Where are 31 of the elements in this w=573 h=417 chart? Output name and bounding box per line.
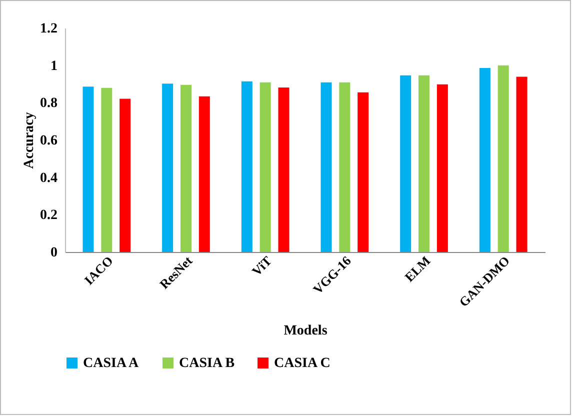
x-tick-label: ViT xyxy=(248,252,275,279)
bar xyxy=(120,98,131,252)
y-axis-title: Accuracy xyxy=(22,112,37,169)
y-tick-label: 0.6 xyxy=(40,134,58,148)
bar xyxy=(180,84,192,252)
bar xyxy=(101,88,112,252)
bar xyxy=(400,75,412,252)
bar xyxy=(418,75,430,252)
y-tick-label: 0.2 xyxy=(40,208,58,224)
bar xyxy=(479,68,490,252)
bar xyxy=(320,82,332,252)
bar xyxy=(241,81,252,252)
legend-label: CASIA C xyxy=(274,356,330,371)
y-tick-label: 1 xyxy=(50,58,58,74)
bar xyxy=(82,86,94,252)
bar xyxy=(516,76,528,252)
bar xyxy=(358,92,369,252)
bar xyxy=(339,82,350,252)
y-tick-label: 0.4 xyxy=(40,170,58,186)
legend-label: CASIA A xyxy=(83,356,140,371)
bar xyxy=(260,82,271,252)
bar xyxy=(278,88,290,252)
legend-label: CASIA B xyxy=(179,356,235,371)
bar xyxy=(198,96,210,252)
bar xyxy=(498,65,509,252)
y-tick-label: 0.8 xyxy=(40,96,58,112)
bar xyxy=(162,84,174,252)
bar xyxy=(436,84,448,252)
x-axis-title: Models xyxy=(284,324,328,339)
y-tick-label: 1.2 xyxy=(40,22,58,36)
y-tick-label: 0 xyxy=(50,246,58,260)
